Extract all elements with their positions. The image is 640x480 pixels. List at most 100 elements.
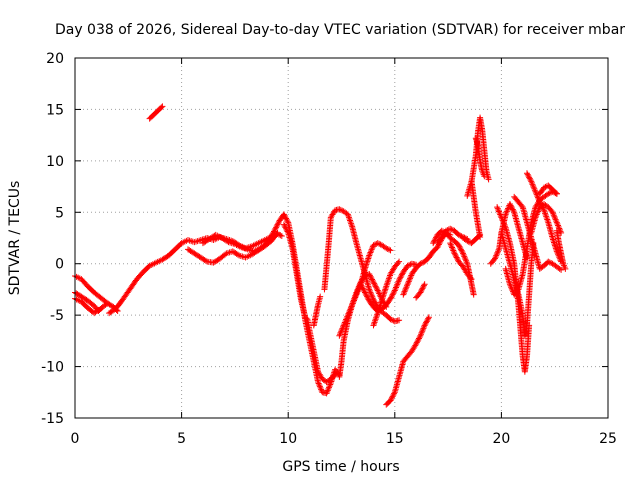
data-point-marker	[336, 331, 343, 338]
data-point-marker	[500, 220, 507, 227]
data-point-marker	[495, 246, 502, 253]
data-point-marker	[352, 294, 359, 301]
data-point-marker	[350, 298, 357, 305]
data-point-marker	[518, 202, 525, 209]
data-point-marker	[315, 380, 322, 387]
data-point-marker	[358, 282, 365, 289]
data-point-marker	[284, 228, 291, 235]
data-point-marker	[464, 238, 471, 245]
data-point-marker	[544, 216, 551, 223]
data-point-marker	[303, 315, 310, 322]
data-point-marker	[541, 184, 548, 191]
data-point-marker	[396, 258, 403, 265]
data-point-marker	[341, 320, 348, 327]
data-point-marker	[359, 285, 366, 292]
data-point-marker	[525, 172, 532, 179]
data-point-marker	[367, 289, 374, 296]
data-point-marker	[278, 232, 285, 239]
data-point-marker	[388, 396, 395, 403]
data-point-marker	[499, 217, 506, 224]
data-point-marker	[417, 260, 424, 267]
data-point-marker	[421, 281, 428, 288]
data-point-marker	[492, 254, 499, 261]
data-point-marker	[340, 322, 347, 329]
data-point-marker	[315, 379, 322, 385]
data-point-marker	[370, 322, 377, 329]
data-point-marker	[284, 218, 291, 225]
data-point-marker	[534, 208, 541, 215]
data-point-marker	[420, 325, 427, 332]
data-point-marker	[447, 241, 454, 248]
data-point-marker	[368, 275, 375, 282]
data-point-marker	[348, 222, 355, 229]
data-point-marker	[492, 255, 499, 262]
data-point-marker	[359, 284, 366, 291]
data-point-marker	[350, 297, 357, 304]
data-point-marker	[400, 290, 407, 297]
data-point-marker	[552, 189, 559, 196]
data-point-marker	[94, 308, 101, 315]
data-point-marker	[528, 178, 535, 185]
data-point-marker	[494, 205, 501, 212]
y-tick-label: 10	[46, 154, 64, 170]
data-point-marker	[555, 222, 562, 229]
data-point-marker	[500, 218, 507, 225]
data-point-marker	[545, 258, 552, 265]
data-point-marker	[504, 206, 511, 213]
data-point-marker	[369, 245, 376, 252]
data-point-marker	[395, 278, 402, 285]
data-point-marker	[549, 209, 556, 216]
data-point-marker	[550, 210, 557, 217]
data-point-marker	[346, 215, 353, 222]
data-point-marker	[357, 281, 364, 288]
data-point-marker	[447, 225, 454, 232]
data-point-marker	[234, 251, 241, 258]
data-point-marker	[527, 177, 534, 184]
data-point-marker	[188, 238, 195, 245]
data-point-marker	[485, 176, 492, 183]
data-point-marker	[494, 204, 501, 211]
data-point-marker	[558, 266, 565, 273]
data-point-marker	[371, 281, 378, 288]
data-point-marker	[420, 284, 427, 291]
data-point-marker	[325, 385, 332, 392]
data-point-marker	[384, 245, 391, 252]
data-point-marker	[364, 295, 371, 301]
data-point-marker	[558, 229, 565, 236]
data-point-marker	[419, 326, 426, 333]
data-point-marker	[224, 238, 231, 245]
data-point-marker	[362, 290, 369, 297]
data-point-marker	[388, 292, 395, 299]
data-point-marker	[454, 255, 461, 262]
x-tick-labels: 0 5 10 15 20 25	[71, 431, 617, 447]
data-point-marker	[316, 381, 323, 388]
data-point-marker	[401, 288, 408, 295]
y-tick-label: 0	[55, 257, 64, 273]
data-point-marker	[158, 104, 165, 111]
data-point-marker	[396, 277, 403, 284]
y-tick-labels: -15 -10 -5 0 5 10 15 20	[41, 51, 64, 427]
data-point-marker	[347, 306, 354, 313]
data-point-marker	[372, 283, 379, 290]
chart-title: Day 038 of 2026, Sidereal Day-to-day VTE…	[55, 22, 625, 38]
data-point-marker	[387, 247, 394, 254]
data-point-marker	[192, 238, 199, 245]
data-point-marker	[369, 276, 376, 283]
data-point-marker	[514, 287, 521, 294]
data-point-marker	[270, 229, 277, 236]
data-point-marker	[416, 334, 423, 341]
data-point-marker	[413, 339, 420, 346]
data-point-marker	[373, 313, 380, 320]
data-point-marker	[283, 216, 290, 223]
data-point-marker	[530, 184, 537, 191]
data-point-marker	[397, 274, 404, 281]
data-point-marker	[95, 307, 102, 313]
data-point-marker	[546, 190, 553, 197]
data-point-marker	[388, 294, 395, 301]
data-point-marker	[336, 206, 343, 213]
data-point-marker	[534, 194, 541, 201]
data-point-marker	[420, 282, 427, 289]
data-point-marker	[385, 277, 392, 284]
data-point-marker	[550, 212, 557, 219]
